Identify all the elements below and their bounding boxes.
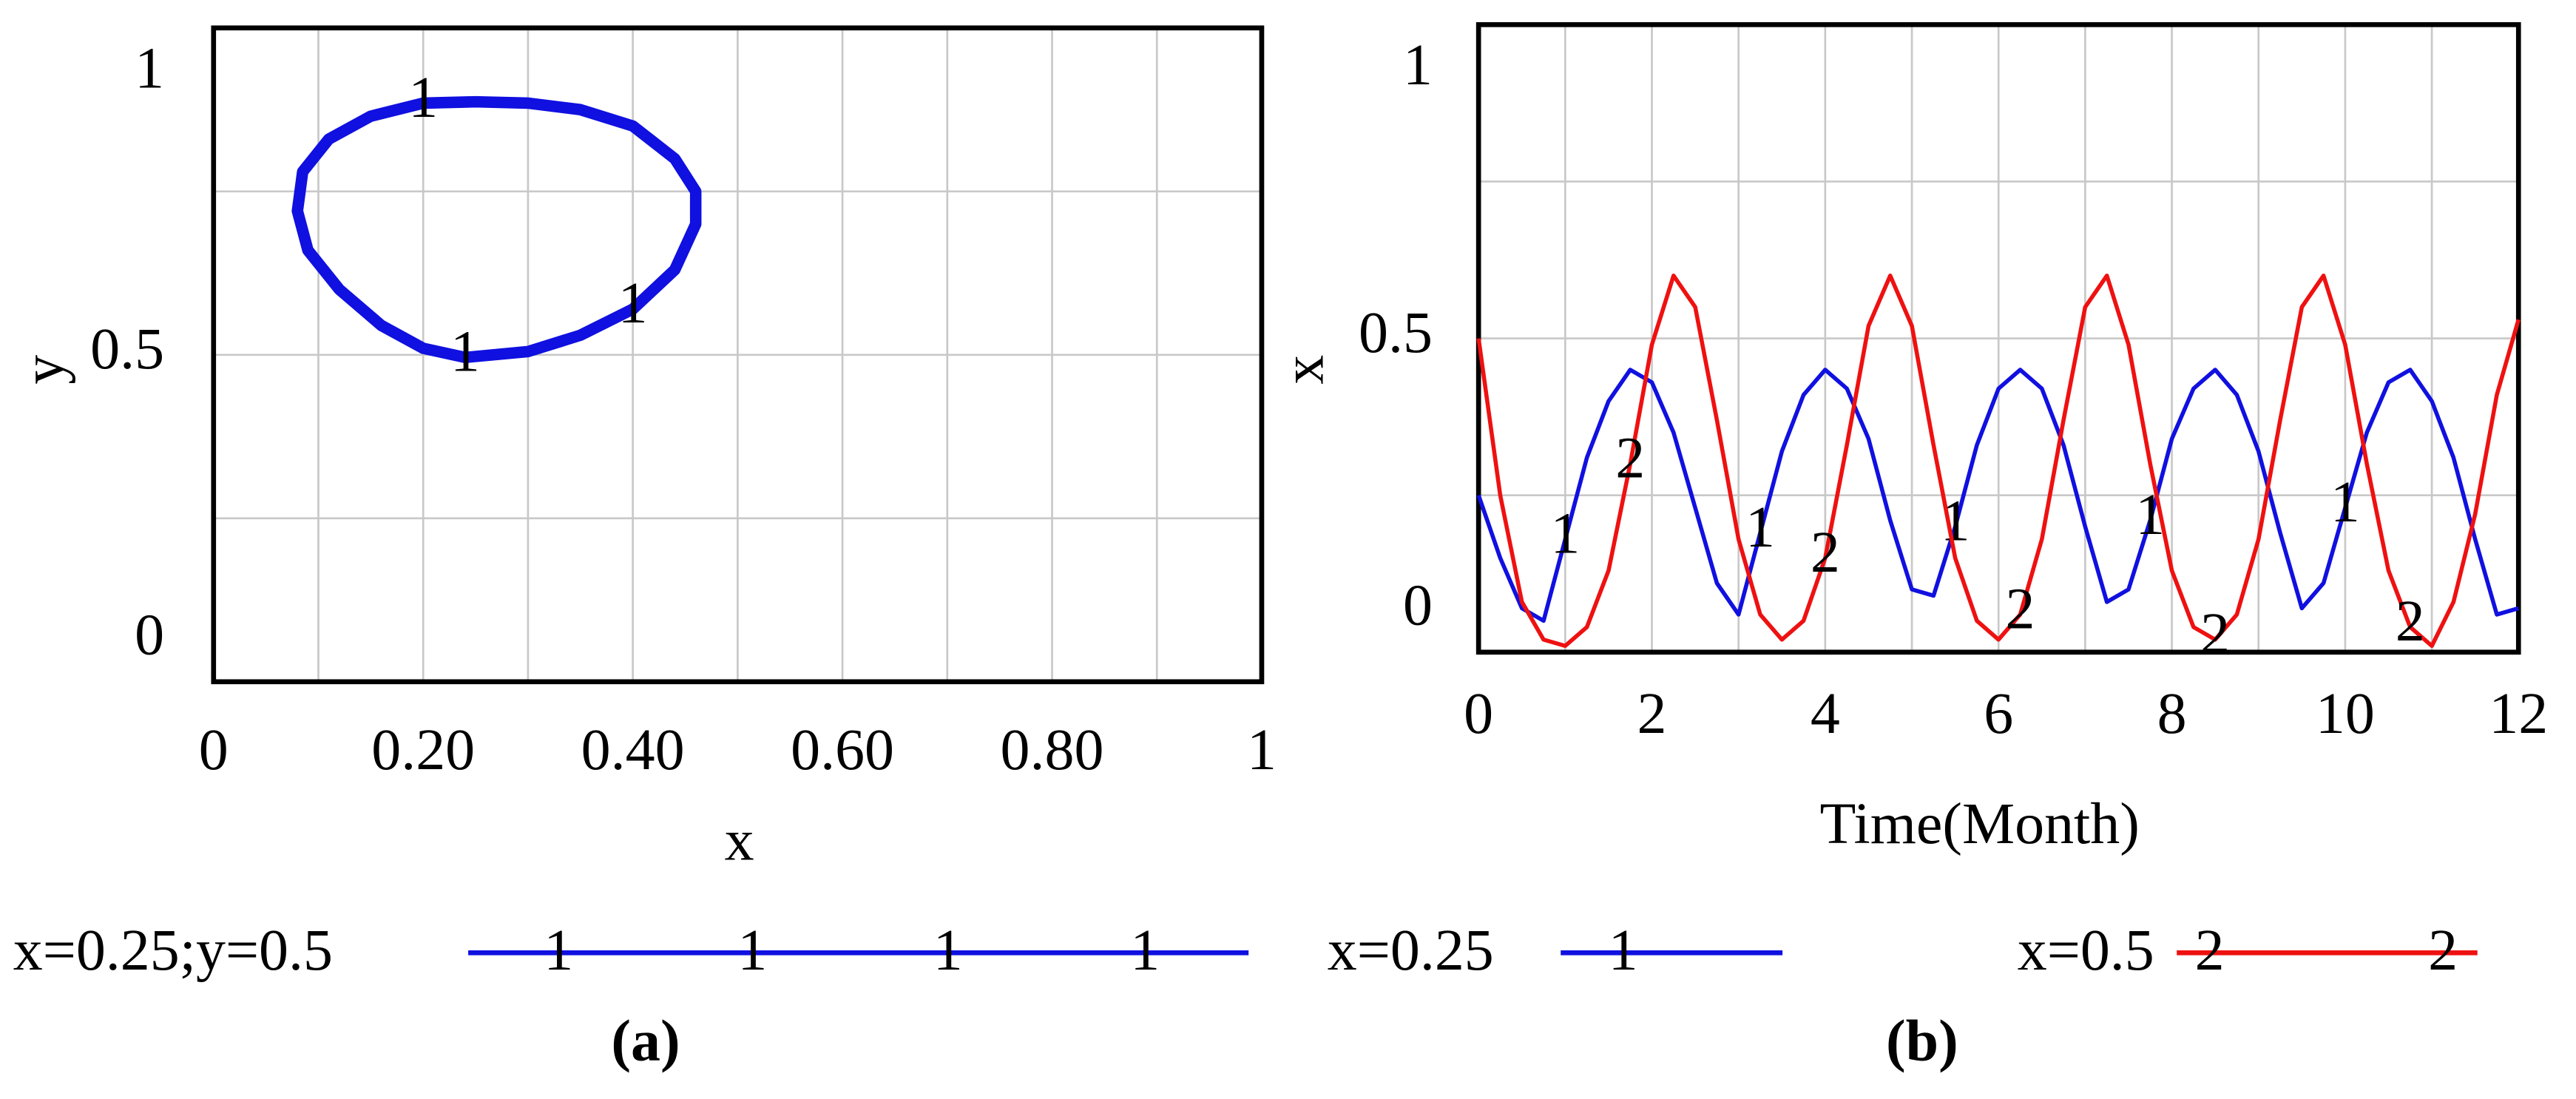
x-tick-label: 0 <box>1464 681 1493 746</box>
x-tick-label: 8 <box>2157 681 2187 746</box>
y-tick-label: 1 <box>1403 33 1433 98</box>
plot-frame <box>211 25 1265 685</box>
x-tick-label: 0.60 <box>791 717 894 782</box>
caption: (a) <box>611 1008 680 1073</box>
legend-marker: 1 <box>737 918 767 983</box>
legend-marker: 1 <box>1130 918 1160 983</box>
legend-marker: 1 <box>1609 918 1638 983</box>
x-tick-label: 12 <box>2489 681 2548 746</box>
x-tick-label: 10 <box>2316 681 2375 746</box>
x-tick-label: 4 <box>1811 681 1840 746</box>
x-tick-label: 0.40 <box>581 717 685 782</box>
y-tick-label: 0.5 <box>90 317 164 382</box>
legend-marker: 2 <box>2428 918 2458 983</box>
series-marker: 1 <box>450 319 480 385</box>
series-line <box>1476 273 2521 649</box>
x-tick-label: 0.20 <box>371 717 475 782</box>
caption: (b) <box>1886 1008 1958 1073</box>
series-marker: 2 <box>2396 589 2425 654</box>
series-line <box>1476 368 2520 623</box>
x-tick-label: 1 <box>1247 717 1277 782</box>
series-line <box>291 95 702 364</box>
legend-label: x=0.25 <box>1328 918 1494 983</box>
series-marker: 2 <box>2200 601 2230 666</box>
legend-marker: 2 <box>2195 918 2225 983</box>
x-tick-label: 0.80 <box>1001 717 1104 782</box>
y-tick-label: 0 <box>1403 573 1433 638</box>
legend-marker: 1 <box>933 918 963 983</box>
series-marker: 1 <box>1550 501 1580 566</box>
series-marker: 2 <box>1615 426 1645 491</box>
x-tick-label: 0 <box>199 717 229 782</box>
x-tick-label: 6 <box>1984 681 2013 746</box>
y-tick-label: 0.5 <box>1359 300 1433 365</box>
series-marker: 1 <box>2330 470 2360 535</box>
y-axis-label: y <box>11 355 76 385</box>
legend-label: x=0.5 <box>2018 918 2154 983</box>
series-marker: 1 <box>408 65 438 130</box>
series-marker: 2 <box>2006 576 2035 641</box>
legend-label: x=0.25;y=0.5 <box>13 918 333 983</box>
x-tick-label: 2 <box>1637 681 1667 746</box>
y-axis-label: x <box>1271 355 1336 385</box>
y-tick-label: 1 <box>135 35 164 101</box>
series-marker: 1 <box>1745 495 1775 560</box>
x-axis-label: x <box>725 808 754 873</box>
series-marker: 2 <box>1811 520 1840 585</box>
series-marker: 1 <box>618 271 648 336</box>
x-axis-label: Time(Month) <box>1819 791 2139 856</box>
y-tick-label: 0 <box>135 603 164 668</box>
legend-marker: 1 <box>544 918 573 983</box>
